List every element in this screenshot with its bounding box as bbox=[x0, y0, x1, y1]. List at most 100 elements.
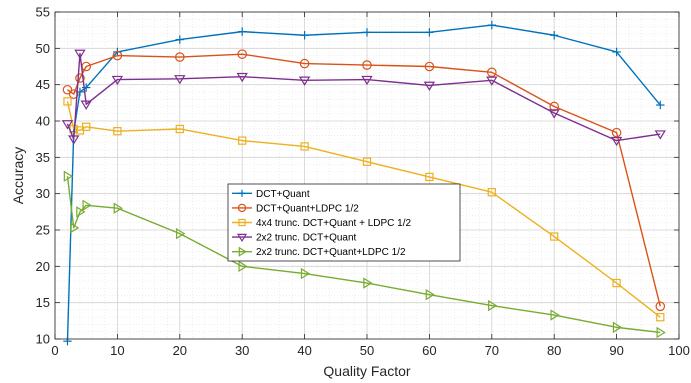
y-tick-label: 15 bbox=[36, 295, 50, 310]
data-point bbox=[82, 83, 91, 92]
series-line bbox=[67, 53, 661, 307]
legend-label: 4x4 trunc. DCT+Quant + LDPC 1/2 bbox=[256, 218, 412, 229]
data-point bbox=[550, 31, 559, 40]
data-point bbox=[612, 47, 621, 57]
legend-item: DCT+Quant+LDPC 1/2 bbox=[232, 203, 359, 214]
data-point bbox=[654, 130, 666, 140]
legend-item: DCT+Quant bbox=[232, 189, 310, 200]
y-tick-label: 50 bbox=[36, 41, 50, 56]
data-point bbox=[425, 28, 434, 37]
data-point bbox=[63, 170, 74, 182]
legend-box bbox=[227, 183, 461, 262]
legend-label: 2x2 trunc. DCT+Quant bbox=[256, 233, 357, 244]
data-point bbox=[656, 326, 666, 339]
data-point bbox=[361, 75, 373, 86]
series-layer bbox=[61, 20, 666, 346]
data-point bbox=[113, 202, 123, 214]
data-point bbox=[425, 172, 434, 182]
data-point bbox=[299, 58, 310, 69]
data-point bbox=[362, 28, 372, 37]
data-point bbox=[74, 49, 86, 59]
y-tick-label: 30 bbox=[36, 186, 50, 201]
data-point bbox=[300, 31, 309, 40]
data-point bbox=[423, 81, 436, 91]
data-point bbox=[238, 27, 247, 36]
x-tick-label: 10 bbox=[110, 343, 124, 358]
data-point bbox=[300, 267, 311, 280]
data-point bbox=[656, 313, 665, 322]
data-point bbox=[175, 52, 185, 62]
data-point bbox=[175, 124, 184, 134]
data-point bbox=[655, 301, 666, 312]
tick-labels: 0 10 20 30 40 50 60 70 80 90 100101520253035404550… bbox=[36, 5, 690, 359]
data-point bbox=[175, 35, 184, 44]
x-tick-label: 80 bbox=[547, 343, 561, 358]
data-point bbox=[612, 278, 621, 288]
data-point bbox=[238, 136, 247, 145]
x-tick-label: 30 bbox=[235, 343, 249, 358]
data-point bbox=[111, 75, 124, 86]
data-point bbox=[611, 127, 622, 138]
y-axis-label: Accuracy bbox=[10, 147, 26, 205]
data-point bbox=[61, 120, 74, 130]
y-tick-label: 25 bbox=[36, 223, 50, 238]
data-point bbox=[548, 109, 560, 119]
series-line bbox=[66, 24, 661, 342]
x-tick-label: 0 bbox=[51, 343, 58, 358]
data-point bbox=[362, 60, 372, 70]
data-point bbox=[68, 135, 80, 145]
x-tick-label: 90 bbox=[609, 343, 623, 358]
data-point bbox=[75, 73, 85, 83]
data-point bbox=[550, 309, 560, 321]
y-tick-label: 35 bbox=[36, 150, 50, 165]
data-point bbox=[80, 100, 92, 110]
legend-item: 2x2 trunc. DCT+Quant bbox=[232, 233, 357, 244]
data-point bbox=[656, 100, 665, 110]
legend-item: 2x2 trunc. DCT+Quant+LDPC 1/2 bbox=[232, 246, 406, 258]
data-point bbox=[69, 222, 80, 234]
legend-marker bbox=[238, 218, 246, 227]
tick-marks bbox=[54, 11, 680, 340]
data-point bbox=[424, 61, 435, 72]
x-axis-label: Quality Factor bbox=[323, 363, 410, 379]
data-point bbox=[486, 76, 498, 86]
legend-marker bbox=[238, 246, 247, 257]
data-point bbox=[610, 136, 623, 147]
y-tick-label: 55 bbox=[36, 5, 50, 20]
series-line bbox=[66, 52, 661, 142]
data-point bbox=[425, 288, 435, 301]
data-point bbox=[486, 67, 497, 78]
x-tick-label: 60 bbox=[422, 343, 436, 358]
data-point bbox=[112, 50, 123, 61]
y-tick-label: 20 bbox=[36, 259, 50, 274]
data-point bbox=[62, 84, 73, 95]
series-1 bbox=[63, 20, 665, 346]
legend-marker bbox=[238, 189, 246, 197]
data-point bbox=[63, 336, 72, 346]
data-point bbox=[82, 122, 91, 131]
data-point bbox=[238, 260, 248, 273]
data-point bbox=[550, 232, 559, 241]
data-point bbox=[488, 299, 498, 312]
data-point bbox=[363, 277, 373, 289]
legend-marker bbox=[237, 203, 247, 213]
data-point bbox=[236, 72, 248, 83]
series-2 bbox=[62, 49, 666, 312]
x-tick-label: 50 bbox=[360, 343, 374, 358]
data-point bbox=[174, 75, 186, 85]
data-point bbox=[237, 49, 247, 59]
x-tick-label: 20 bbox=[173, 343, 187, 358]
y-tick-label: 45 bbox=[36, 77, 50, 92]
data-point bbox=[487, 20, 496, 30]
series-line bbox=[66, 176, 661, 334]
legend-label: DCT+Quant+LDPC 1/2 bbox=[256, 203, 359, 214]
y-tick-label: 40 bbox=[36, 114, 50, 129]
series-5 bbox=[63, 170, 666, 339]
data-point bbox=[176, 227, 186, 240]
data-point bbox=[76, 206, 86, 218]
data-point bbox=[300, 142, 309, 151]
data-point bbox=[487, 188, 496, 197]
x-tick-label: 40 bbox=[297, 343, 311, 358]
data-point bbox=[549, 101, 559, 112]
